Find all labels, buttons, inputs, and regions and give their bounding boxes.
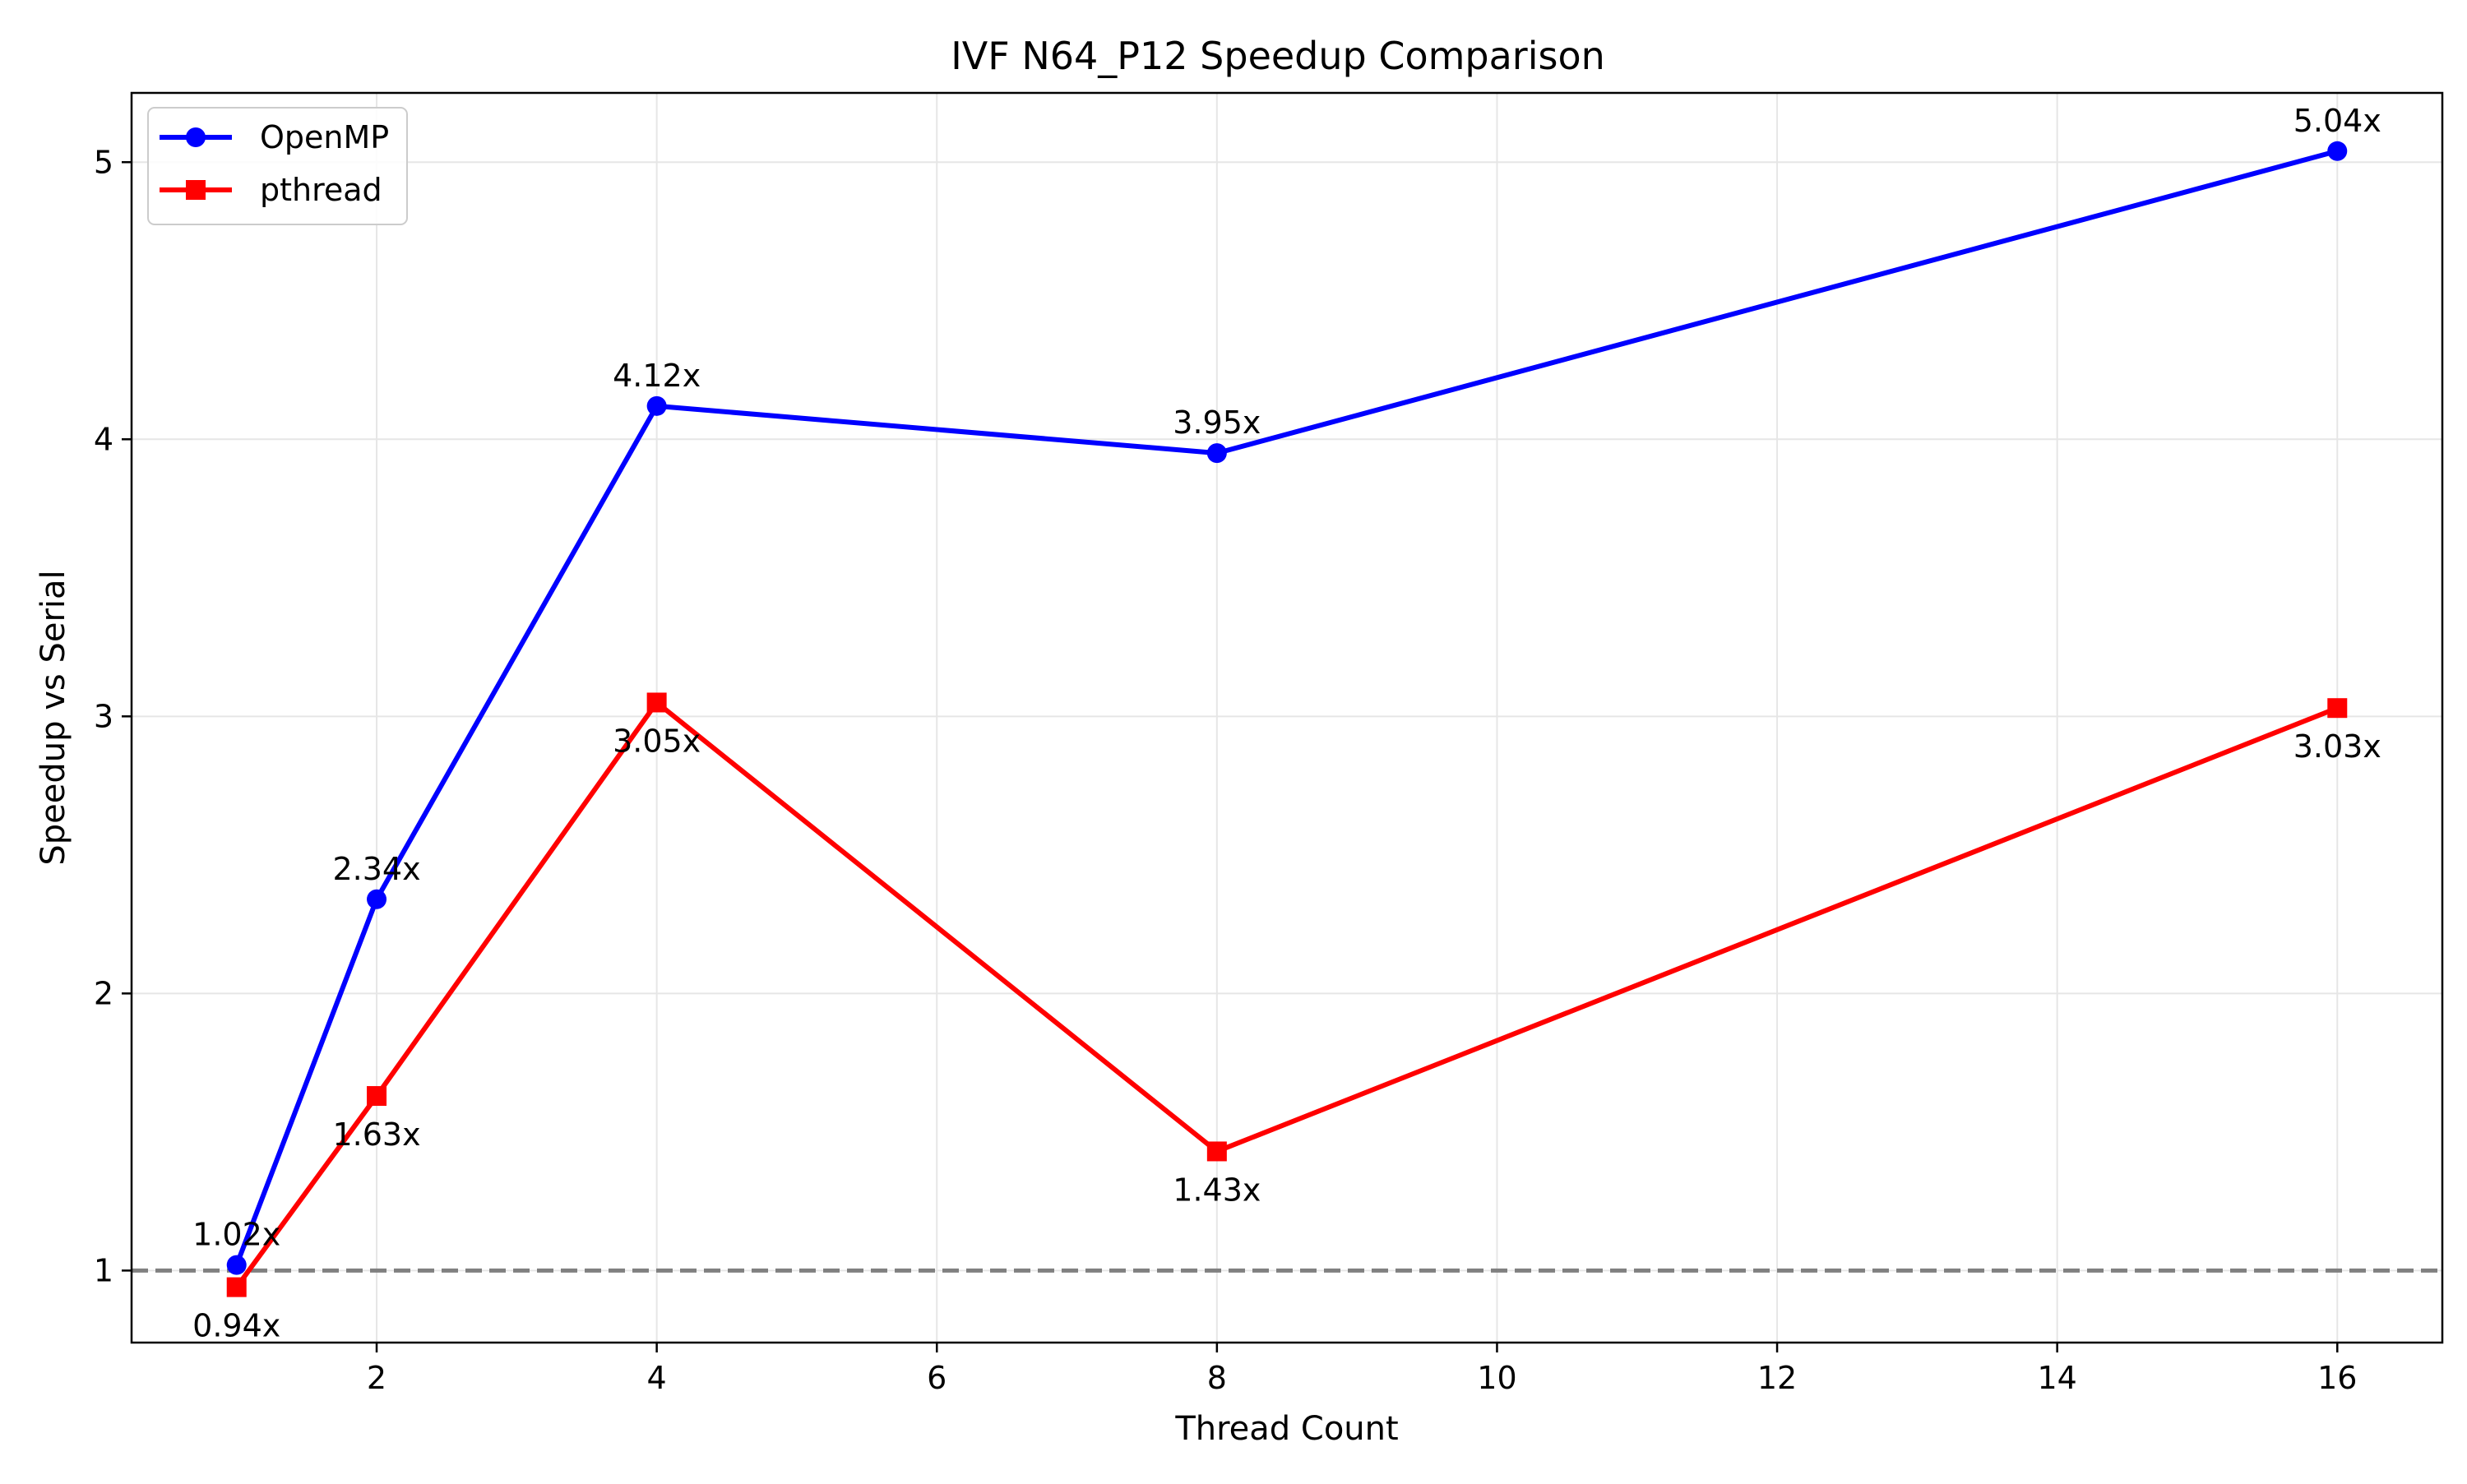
- y-axis-label: Speedup vs Serial: [35, 570, 72, 865]
- legend-marker-openmp: [186, 127, 206, 147]
- legend-label-pthread: pthread: [260, 172, 382, 208]
- pthread-point: [367, 1086, 387, 1107]
- pthread-data-label: 0.94x: [192, 1308, 280, 1344]
- pthread-point: [646, 692, 667, 713]
- legend-marker-pthread: [186, 180, 206, 200]
- y-tick-label: 5: [94, 144, 113, 180]
- data-labels: 1.02x 2.34x 4.12x 3.95x 5.04x 0.94x 1.63x 3.05x…: [192, 103, 2381, 1344]
- openmp-point: [1206, 443, 1227, 464]
- y-tick-label: 1: [94, 1252, 113, 1288]
- x-tick-label: 4: [647, 1360, 667, 1396]
- pthread-point: [226, 1277, 247, 1297]
- pthread-data-label: 3.03x: [2293, 728, 2381, 765]
- openmp-point: [226, 1255, 247, 1275]
- pthread-point: [2327, 698, 2348, 719]
- x-tick-label: 14: [2037, 1360, 2076, 1396]
- openmp-data-label: 5.04x: [2293, 103, 2381, 139]
- chart-title: IVF N64_P12 Speedup Comparison: [951, 34, 1605, 78]
- legend-label-openmp: OpenMP: [260, 119, 389, 155]
- pthread-data-label: 1.43x: [1173, 1172, 1261, 1208]
- x-tick-label: 12: [1757, 1360, 1797, 1396]
- pthread-data-label: 1.63x: [332, 1116, 420, 1153]
- x-tick-label: 8: [1207, 1360, 1227, 1396]
- openmp-data-label: 3.95x: [1173, 405, 1261, 441]
- openmp-data-label: 4.12x: [613, 358, 701, 394]
- y-tick-label: 3: [94, 698, 113, 734]
- y-tick-label: 4: [94, 421, 113, 457]
- openmp-point: [367, 889, 387, 909]
- x-tick-label: 10: [1477, 1360, 1516, 1396]
- openmp-data-label: 1.02x: [192, 1217, 280, 1253]
- x-axis-label: Thread Count: [1174, 1410, 1398, 1448]
- y-tick-label: 2: [94, 975, 113, 1011]
- legend: OpenMP pthread: [147, 107, 408, 225]
- openmp-point: [2327, 141, 2348, 161]
- plot-frame: [130, 91, 2444, 1344]
- openmp-data-label: 2.34x: [332, 851, 420, 887]
- pthread-point: [1206, 1141, 1227, 1162]
- x-tick-label: 2: [367, 1360, 386, 1396]
- x-tick-label: 6: [927, 1360, 947, 1396]
- openmp-point: [646, 395, 667, 416]
- x-tick-label: 16: [2317, 1360, 2357, 1396]
- series-group: [226, 141, 2348, 1297]
- pthread-data-label: 3.05x: [613, 723, 701, 759]
